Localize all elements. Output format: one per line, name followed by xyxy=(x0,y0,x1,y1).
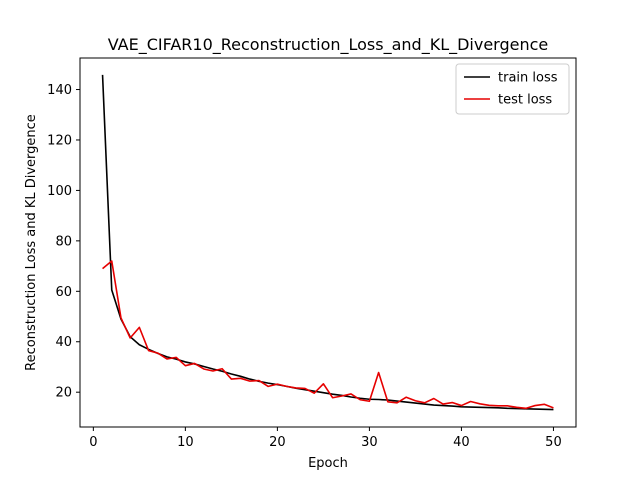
y-tick-label: 40 xyxy=(55,335,72,350)
y-axis-label: Reconstruction Loss and KL Divergence xyxy=(24,114,39,371)
y-tick-label: 80 xyxy=(55,234,72,249)
x-tick-label: 10 xyxy=(177,435,194,450)
plot-area: 0 10 20 30 40 50 20 40 60 80 100 120 140 xyxy=(47,57,577,450)
x-axis-label: Epoch xyxy=(308,456,348,471)
x-axis: 0 10 20 30 40 50 xyxy=(89,427,562,450)
legend: train loss test loss xyxy=(455,63,570,115)
y-axis: 20 40 60 80 100 120 140 xyxy=(47,83,80,401)
y-tick-label: 120 xyxy=(47,133,72,148)
x-tick-label: 0 xyxy=(89,435,97,450)
y-tick-label: 20 xyxy=(55,386,72,401)
axes-frame xyxy=(79,57,577,428)
series-line-test-loss xyxy=(102,260,554,410)
chart-title: VAE_CIFAR10_Reconstruction_Loss_and_KL_D… xyxy=(108,35,549,55)
y-tick-label: 140 xyxy=(47,83,72,98)
y-tick-label: 100 xyxy=(47,184,72,199)
series-lines xyxy=(101,74,554,411)
legend-label: test loss xyxy=(498,93,552,108)
x-tick-label: 40 xyxy=(453,435,470,450)
x-tick-label: 30 xyxy=(361,435,378,450)
x-tick-label: 50 xyxy=(545,435,562,450)
x-tick-label: 20 xyxy=(269,435,286,450)
legend-label: train loss xyxy=(498,71,558,86)
y-tick-label: 60 xyxy=(55,285,72,300)
